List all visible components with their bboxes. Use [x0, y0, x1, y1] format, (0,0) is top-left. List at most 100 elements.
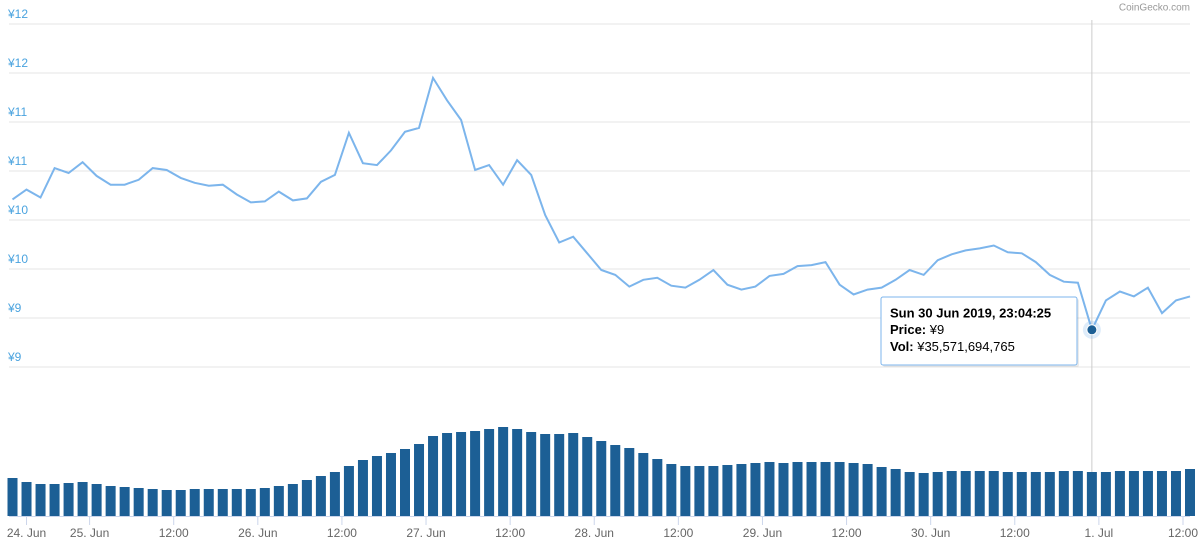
volume-bar	[540, 434, 551, 516]
volume-bar	[63, 483, 74, 516]
volume-bar	[357, 460, 368, 516]
tooltip-price: Price: ¥9	[890, 322, 944, 337]
volume-bar	[1156, 471, 1167, 516]
volume-bar	[526, 432, 537, 516]
volume-bar	[848, 463, 859, 516]
x-tick-label: 26. Jun	[238, 526, 277, 540]
credit[interactable]: CoinGecko.com	[1119, 3, 1190, 14]
volume-bar	[1142, 471, 1153, 516]
volume-bar	[1016, 472, 1027, 516]
volume-bar	[582, 437, 593, 516]
x-tick-label: 12:00	[495, 526, 525, 540]
volume-bar	[91, 484, 102, 516]
volume-bar	[315, 476, 326, 516]
volume-bar	[273, 486, 284, 516]
volume-bar	[624, 448, 635, 516]
volume-bar	[484, 429, 495, 516]
volume-bar	[946, 471, 957, 516]
volume-bar	[876, 467, 887, 516]
volume-bar	[35, 484, 46, 516]
volume-bar	[1086, 472, 1097, 516]
volume-bar	[7, 478, 18, 516]
volume-bar	[1128, 471, 1139, 516]
volume-bar	[1044, 472, 1055, 516]
tooltip-vol: Vol: ¥35,571,694,765	[890, 339, 1015, 354]
volume-bar	[736, 464, 747, 516]
x-tick-label: 12:00	[1168, 526, 1198, 540]
volume-bar	[778, 463, 789, 516]
x-tick-label: 27. Jun	[406, 526, 445, 540]
volume-bar	[287, 484, 298, 516]
volume-bar	[1030, 472, 1041, 516]
volume-bar	[750, 463, 761, 516]
volume-bar	[988, 471, 999, 516]
x-tick-label: 29. Jun	[743, 526, 782, 540]
volume-bar	[133, 488, 144, 516]
tooltip-vol-label: Vol:	[890, 339, 914, 354]
x-tick-label: 12:00	[159, 526, 189, 540]
x-tick-label: 12:00	[663, 526, 693, 540]
volume-bar	[217, 489, 228, 516]
volume-bar	[203, 489, 214, 516]
volume-bar	[512, 429, 523, 516]
volume-bar	[1170, 471, 1181, 516]
volume-bar	[638, 453, 649, 516]
volume-bar	[764, 462, 775, 516]
volume-bar	[119, 487, 130, 516]
volume-bar	[904, 472, 915, 516]
volume-bar	[596, 441, 607, 516]
volume-bar	[890, 469, 901, 516]
volume-bar	[1058, 471, 1069, 516]
volume-bar	[470, 431, 481, 516]
hover-point	[1086, 324, 1098, 336]
volume-bar	[442, 433, 453, 516]
volume-bar	[385, 453, 396, 516]
y-tick-label: ¥10	[7, 252, 28, 266]
volume-bar	[428, 436, 439, 516]
volume-bar	[610, 445, 621, 516]
volume-bar	[105, 486, 116, 516]
volume-bar	[1185, 469, 1195, 516]
volume-bar	[862, 464, 873, 516]
volume-bar	[722, 465, 733, 516]
y-tick-label: ¥9	[7, 350, 22, 364]
volume-bar	[918, 473, 929, 516]
volume-bar	[554, 434, 565, 516]
volume-bar	[834, 462, 845, 516]
volume-bar	[1002, 472, 1013, 516]
volume-bar	[1114, 471, 1125, 516]
volume-bar	[792, 462, 803, 516]
x-tick-label: 25. Jun	[70, 526, 109, 540]
y-tick-label: ¥12	[7, 7, 28, 21]
volume-bar	[568, 433, 579, 516]
y-tick-label: ¥11	[7, 105, 27, 119]
y-tick-label: ¥9	[7, 301, 22, 315]
volume-bar	[820, 462, 831, 516]
volume-bar	[400, 449, 411, 516]
volume-bar	[960, 471, 971, 516]
volume-bar	[806, 462, 817, 516]
volume-bar	[49, 484, 60, 516]
volume-bar	[414, 444, 425, 516]
y-tick-label: ¥12	[7, 56, 28, 70]
volume-bar	[77, 482, 88, 516]
volume-bar	[974, 471, 985, 516]
volume-bar	[343, 466, 354, 516]
volume-bar	[694, 466, 705, 516]
volume-bar	[301, 480, 312, 516]
x-tick-label: 24. Jun	[7, 526, 46, 540]
tooltip: Sun 30 Jun 2019, 23:04:25 Price: ¥9 Vol:…	[880, 296, 1079, 367]
tooltip-title: Sun 30 Jun 2019, 23:04:25	[890, 305, 1051, 320]
volume-bar	[1072, 471, 1083, 516]
x-tick-label: 1. Jul	[1085, 526, 1114, 540]
volume-bar	[259, 488, 270, 516]
volume-bar	[932, 472, 943, 516]
volume-bar	[189, 489, 200, 516]
x-tick-label: 28. Jun	[575, 526, 614, 540]
volume-bar	[329, 472, 340, 516]
volume-bar	[680, 466, 691, 516]
volume-bar	[147, 489, 158, 516]
volume-bar	[161, 490, 172, 516]
volume-bar	[245, 489, 256, 516]
volume-bar	[666, 464, 677, 516]
